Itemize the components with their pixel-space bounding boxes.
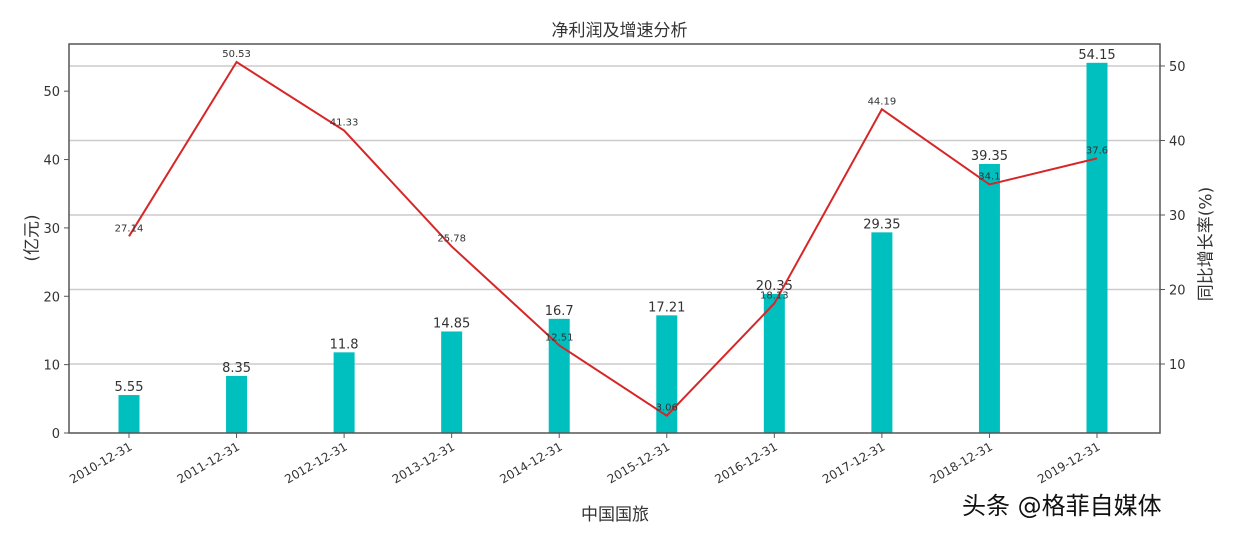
- bar: [1086, 62, 1108, 433]
- x-axis-label: 中国国旅: [581, 505, 649, 525]
- x-tick-label: 2017-12-31: [820, 439, 887, 486]
- watermark: 头条 @格菲自媒体: [962, 492, 1162, 520]
- bar-value-label: 8.35: [222, 361, 251, 376]
- x-tick-label: 2016-12-31: [712, 439, 779, 486]
- bar: [548, 318, 570, 433]
- bar-value-label: 14.85: [433, 316, 470, 331]
- line-value-label: 37.6: [1086, 145, 1108, 156]
- line-value-label: 44.19: [868, 96, 897, 107]
- bar: [226, 375, 248, 433]
- x-tick-label: 2013-12-31: [390, 439, 457, 486]
- bar: [871, 232, 893, 433]
- bar-value-label: 29.35: [863, 217, 900, 232]
- right-tick-label: 40: [1169, 134, 1186, 149]
- left-tick-label: 20: [43, 290, 60, 305]
- bar-value-label: 11.8: [330, 337, 359, 352]
- x-tick-label: 2019-12-31: [1035, 439, 1102, 486]
- right-tick-label: 50: [1169, 60, 1186, 75]
- bar-value-label: 16.7: [545, 304, 574, 319]
- left-tick-label: 30: [43, 222, 60, 237]
- bar-value-label: 17.21: [648, 300, 685, 315]
- line-value-label: 25.78: [437, 233, 466, 244]
- left-tick-label: 10: [43, 359, 60, 374]
- line-value-label: 27.14: [115, 223, 144, 234]
- line-value-label: 18.13: [760, 290, 789, 301]
- bar: [333, 352, 355, 433]
- bar: [656, 315, 678, 433]
- line-value-label: 50.53: [222, 49, 251, 60]
- bar: [763, 293, 785, 433]
- line-value-label: 34.1: [978, 171, 1000, 182]
- left-axis-label: (亿元): [22, 214, 43, 262]
- bar-value-label: 5.55: [115, 380, 144, 395]
- growth-line: [128, 60, 1098, 418]
- left-tick-label: 0: [52, 427, 60, 442]
- right-axis-label: 同比增长率(%): [1196, 186, 1217, 302]
- bar-value-label: 54.15: [1078, 48, 1115, 63]
- bar: [978, 163, 1000, 433]
- right-tick-label: 10: [1169, 358, 1186, 373]
- bar-value-label: 20.35: [756, 279, 793, 294]
- plot-frame: [68, 43, 1161, 434]
- x-tick-label: 2014-12-31: [497, 439, 564, 486]
- x-tick-label: 2010-12-31: [67, 439, 134, 486]
- bar: [441, 331, 463, 433]
- line-value-label: 3.06: [656, 403, 678, 414]
- left-tick-label: 40: [43, 154, 60, 169]
- left-tick-label: 50: [43, 85, 60, 100]
- x-tick-label: 2012-12-31: [282, 439, 349, 486]
- bar: [118, 395, 140, 433]
- x-tick-label: 2015-12-31: [605, 439, 672, 486]
- chart-title: 净利润及增速分析: [551, 21, 688, 41]
- line-value-label: 41.33: [330, 118, 359, 129]
- line-value-label: 12.51: [545, 332, 574, 343]
- right-tick-label: 20: [1169, 283, 1186, 298]
- bar-value-label: 39.35: [971, 149, 1008, 164]
- x-tick-label: 2018-12-31: [928, 439, 995, 486]
- x-tick-label: 2011-12-31: [175, 439, 242, 486]
- right-tick-label: 30: [1169, 209, 1186, 224]
